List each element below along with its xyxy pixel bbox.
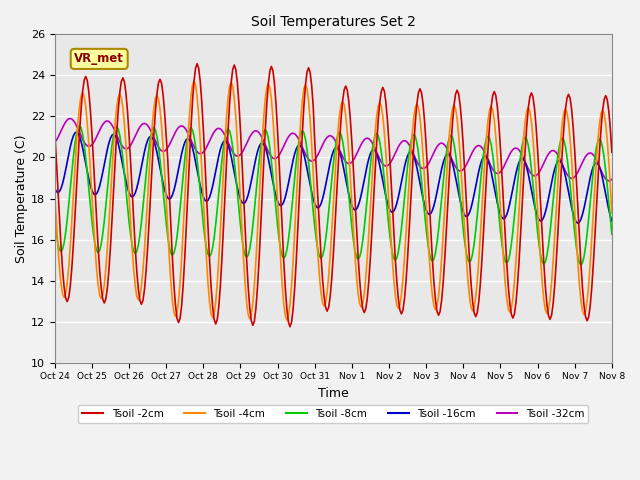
- Tsoil -8cm: [401, 194, 408, 200]
- Tsoil -8cm: [67, 186, 74, 192]
- Tsoil -32cm: [156, 146, 164, 152]
- Line: Tsoil -16cm: Tsoil -16cm: [55, 132, 612, 223]
- Tsoil -8cm: [577, 262, 585, 268]
- Tsoil -16cm: [608, 218, 616, 224]
- Tsoil -16cm: [67, 144, 74, 150]
- Tsoil -32cm: [541, 157, 549, 163]
- X-axis label: Time: Time: [318, 387, 349, 400]
- Tsoil -4cm: [390, 276, 397, 281]
- Tsoil -2cm: [402, 278, 410, 284]
- Tsoil -2cm: [371, 168, 379, 174]
- Tsoil -16cm: [541, 209, 549, 215]
- Tsoil -8cm: [370, 139, 378, 144]
- Tsoil -4cm: [190, 78, 198, 84]
- Tsoil -4cm: [402, 230, 410, 236]
- Tsoil -16cm: [388, 209, 396, 215]
- Tsoil -4cm: [608, 210, 616, 216]
- Tsoil -8cm: [541, 259, 549, 265]
- Tsoil -4cm: [371, 130, 379, 135]
- Tsoil -4cm: [543, 311, 550, 316]
- Tsoil -32cm: [67, 116, 74, 121]
- Tsoil -16cm: [370, 147, 378, 153]
- Tsoil -32cm: [68, 116, 76, 122]
- Tsoil -8cm: [156, 156, 164, 162]
- Text: VR_met: VR_met: [74, 52, 124, 65]
- Tsoil -32cm: [370, 143, 378, 148]
- Tsoil -16cm: [51, 185, 59, 191]
- Line: Tsoil -4cm: Tsoil -4cm: [55, 81, 612, 320]
- Tsoil -16cm: [156, 165, 164, 171]
- Tsoil -32cm: [401, 138, 408, 144]
- Tsoil -2cm: [543, 301, 550, 307]
- Tsoil -2cm: [67, 284, 74, 289]
- Tsoil -16cm: [401, 164, 408, 169]
- Tsoil -2cm: [390, 227, 397, 233]
- Tsoil -8cm: [76, 123, 83, 129]
- Line: Tsoil -32cm: Tsoil -32cm: [55, 119, 612, 181]
- Tsoil -32cm: [605, 178, 612, 184]
- Tsoil -2cm: [155, 80, 163, 86]
- Tsoil -16cm: [72, 129, 80, 135]
- Tsoil -8cm: [51, 217, 59, 223]
- Tsoil -32cm: [608, 176, 616, 182]
- Tsoil -8cm: [388, 249, 396, 254]
- Tsoil -32cm: [388, 157, 396, 163]
- Line: Tsoil -2cm: Tsoil -2cm: [55, 64, 612, 327]
- Tsoil -4cm: [155, 96, 163, 102]
- Tsoil -32cm: [51, 140, 59, 145]
- Tsoil -4cm: [51, 192, 59, 197]
- Tsoil -2cm: [51, 129, 59, 135]
- Line: Tsoil -8cm: Tsoil -8cm: [55, 126, 612, 265]
- Legend: Tsoil -2cm, Tsoil -4cm, Tsoil -8cm, Tsoil -16cm, Tsoil -32cm: Tsoil -2cm, Tsoil -4cm, Tsoil -8cm, Tsoi…: [78, 405, 588, 423]
- Tsoil -8cm: [608, 231, 616, 237]
- Tsoil -2cm: [608, 149, 616, 155]
- Tsoil -16cm: [574, 220, 582, 226]
- Tsoil -4cm: [67, 243, 74, 249]
- Tsoil -4cm: [283, 317, 291, 323]
- Tsoil -2cm: [193, 61, 201, 67]
- Tsoil -2cm: [286, 324, 294, 330]
- Y-axis label: Soil Temperature (C): Soil Temperature (C): [15, 134, 28, 263]
- Title: Soil Temperatures Set 2: Soil Temperatures Set 2: [251, 15, 416, 29]
